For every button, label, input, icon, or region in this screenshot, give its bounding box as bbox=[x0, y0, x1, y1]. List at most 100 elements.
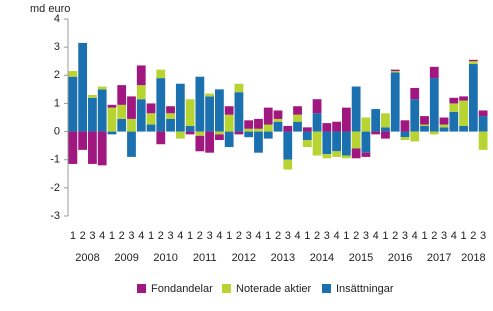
year-label: 2013 bbox=[271, 252, 295, 264]
bar bbox=[293, 121, 302, 132]
year-label: 2010 bbox=[153, 252, 177, 264]
bar bbox=[263, 107, 273, 125]
bar bbox=[478, 110, 488, 117]
x-tick-label: 1 bbox=[148, 230, 154, 242]
y-tick-label: -2 bbox=[50, 182, 60, 194]
bar bbox=[302, 131, 312, 141]
bar bbox=[195, 76, 205, 132]
bar bbox=[263, 124, 273, 132]
bar bbox=[107, 131, 117, 135]
bar bbox=[175, 83, 185, 132]
bar bbox=[293, 114, 302, 122]
bar bbox=[351, 131, 361, 149]
x-tick-label: 3 bbox=[402, 230, 408, 242]
legend-swatch bbox=[322, 284, 331, 293]
bar bbox=[332, 131, 341, 152]
year-label: 2012 bbox=[232, 252, 256, 264]
bar bbox=[400, 137, 410, 141]
bar bbox=[117, 104, 127, 119]
x-tick-label: 3 bbox=[441, 230, 447, 242]
y-tick-label: 4 bbox=[54, 13, 60, 25]
bar bbox=[224, 106, 234, 115]
x-tick-label: 4 bbox=[177, 230, 183, 242]
legend-label: Noterade aktier bbox=[236, 283, 312, 295]
x-tick-label: 3 bbox=[89, 230, 95, 242]
bar bbox=[449, 103, 459, 112]
bar bbox=[205, 93, 215, 97]
bar bbox=[215, 134, 224, 141]
bar bbox=[410, 99, 420, 132]
bar bbox=[68, 71, 78, 77]
bar bbox=[439, 117, 449, 125]
legend-label: Fondandelar bbox=[151, 283, 213, 295]
bar bbox=[166, 113, 175, 119]
bar bbox=[254, 131, 263, 153]
bar bbox=[68, 76, 78, 132]
y-tick-label: -1 bbox=[50, 154, 60, 166]
bar bbox=[478, 131, 488, 150]
bar bbox=[166, 106, 175, 114]
x-tick-label: 2 bbox=[392, 230, 398, 242]
bar bbox=[449, 97, 459, 104]
bar bbox=[381, 131, 390, 139]
bar bbox=[429, 131, 439, 135]
x-tick-label: 3 bbox=[207, 230, 213, 242]
bar bbox=[127, 118, 136, 132]
year-label: 2015 bbox=[349, 252, 373, 264]
bar bbox=[117, 85, 127, 105]
bar bbox=[351, 148, 361, 159]
bar bbox=[439, 127, 449, 132]
bar bbox=[88, 94, 97, 98]
year-label: 2008 bbox=[75, 252, 99, 264]
bar bbox=[175, 131, 185, 139]
bar bbox=[468, 64, 478, 132]
bar bbox=[107, 104, 117, 108]
bar bbox=[107, 107, 117, 132]
bar bbox=[341, 155, 351, 159]
bar bbox=[312, 113, 322, 132]
bar bbox=[351, 86, 361, 132]
x-tick-label: 2 bbox=[431, 230, 437, 242]
bar bbox=[381, 113, 390, 128]
bar bbox=[68, 131, 78, 164]
x-tick-label: 4 bbox=[216, 230, 222, 242]
bar bbox=[127, 131, 136, 157]
bar bbox=[254, 118, 263, 129]
bar bbox=[371, 109, 381, 132]
x-tick-label: 4 bbox=[255, 230, 261, 242]
bar bbox=[400, 131, 410, 138]
x-tick-label: 1 bbox=[265, 230, 271, 242]
bar bbox=[341, 131, 351, 156]
bar bbox=[390, 71, 400, 73]
bar bbox=[449, 111, 459, 132]
y-axis-title: md euro bbox=[30, 3, 70, 15]
x-tick-label: 4 bbox=[99, 230, 105, 242]
year-label: 2011 bbox=[193, 252, 217, 264]
bar bbox=[273, 121, 283, 132]
bar bbox=[146, 124, 156, 132]
bar bbox=[117, 118, 127, 132]
bar bbox=[468, 59, 478, 62]
bar bbox=[166, 118, 175, 132]
bar bbox=[146, 113, 156, 125]
bar bbox=[410, 131, 420, 142]
x-tick-label: 4 bbox=[412, 230, 418, 242]
y-tick-label: 0 bbox=[54, 125, 60, 137]
bar bbox=[273, 118, 283, 122]
x-tick-label: 1 bbox=[382, 230, 388, 242]
bar bbox=[332, 121, 341, 132]
bar bbox=[478, 116, 488, 132]
x-tick-label: 2 bbox=[236, 230, 242, 242]
bar bbox=[224, 114, 234, 132]
bar bbox=[420, 125, 429, 132]
bar bbox=[88, 97, 97, 132]
x-tick-label: 1 bbox=[109, 230, 115, 242]
bar bbox=[322, 154, 332, 159]
bar bbox=[302, 127, 312, 132]
bar bbox=[322, 123, 332, 132]
y-tick-label: 1 bbox=[54, 97, 60, 109]
x-tick-label: 3 bbox=[167, 230, 173, 242]
x-tick-label: 3 bbox=[285, 230, 291, 242]
